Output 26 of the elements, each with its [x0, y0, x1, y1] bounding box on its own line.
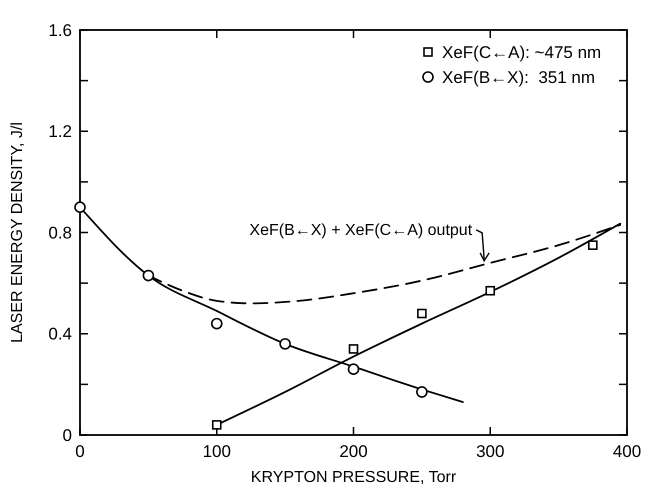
point: [348, 344, 358, 354]
legend-label: XeF(C←A): ~475 nm: [442, 42, 602, 62]
y-tick-label: 0.8: [48, 223, 72, 242]
y-tick-label: 0: [62, 426, 72, 445]
y-tick-label: 0.4: [48, 324, 72, 344]
y-tick-label: 1.6: [48, 20, 72, 40]
point: [416, 386, 428, 398]
x-tick-label: 200: [339, 442, 368, 461]
point: [74, 201, 86, 213]
point: [212, 420, 222, 430]
x-axis-title: KRYPTON PRESSURE, Torr: [250, 469, 457, 486]
point: [588, 240, 598, 250]
annotation: XeF(B←X) + XeF(C←A) output: [249, 222, 473, 239]
x-tick-label: 0: [75, 442, 85, 461]
y-axis-title: LASER ENERGY DENSITY, J/l: [9, 122, 26, 343]
point: [142, 270, 154, 282]
point: [279, 338, 291, 350]
x-tick-label: 300: [476, 442, 504, 461]
point: [348, 363, 360, 375]
x-tick-label: 400: [612, 442, 642, 461]
point: [485, 286, 496, 296]
legend-label: XeF(B←X): 351 nm: [442, 68, 596, 87]
point: [210, 318, 223, 330]
y-tick-label: 1.2: [48, 122, 72, 142]
x-tick-label: 100: [202, 442, 231, 461]
point: [417, 308, 427, 318]
